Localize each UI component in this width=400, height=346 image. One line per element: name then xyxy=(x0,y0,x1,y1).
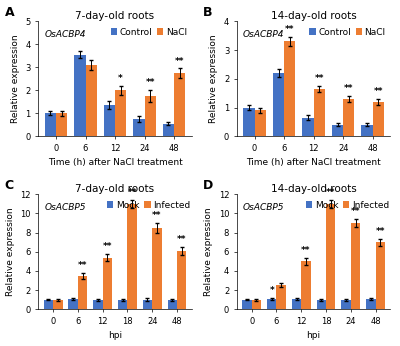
Legend: Mock, Infected: Mock, Infected xyxy=(105,199,192,211)
Legend: Control, NaCl: Control, NaCl xyxy=(109,26,189,38)
Bar xyxy=(292,299,301,309)
Text: B: B xyxy=(203,6,212,19)
Text: A: A xyxy=(4,6,14,19)
Text: OsACBP5: OsACBP5 xyxy=(243,203,284,212)
Bar xyxy=(273,73,284,136)
Text: OsACBP5: OsACBP5 xyxy=(44,203,86,212)
Bar xyxy=(317,300,326,309)
Bar xyxy=(243,108,254,136)
Bar xyxy=(343,99,354,136)
Text: **: ** xyxy=(146,79,155,88)
Text: OsACBP4: OsACBP4 xyxy=(243,30,284,39)
Bar xyxy=(341,300,351,309)
Legend: Mock, Infected: Mock, Infected xyxy=(304,199,391,211)
Text: **: ** xyxy=(351,207,360,216)
Bar xyxy=(128,204,137,309)
Bar xyxy=(118,300,128,309)
Bar xyxy=(301,261,311,309)
Bar xyxy=(362,125,373,136)
X-axis label: hpi: hpi xyxy=(306,331,321,340)
Bar xyxy=(284,42,295,136)
Text: **: ** xyxy=(326,188,336,197)
Bar xyxy=(133,119,144,136)
Bar xyxy=(254,110,266,136)
Bar xyxy=(143,300,152,309)
Text: D: D xyxy=(203,179,213,192)
Bar xyxy=(78,276,87,309)
X-axis label: Time (h) after NaCl treatment: Time (h) after NaCl treatment xyxy=(48,158,182,167)
Title: 7-day-old roots: 7-day-old roots xyxy=(76,10,154,20)
Text: **: ** xyxy=(376,227,385,236)
X-axis label: Time (h) after NaCl treatment: Time (h) after NaCl treatment xyxy=(246,158,381,167)
Bar xyxy=(56,113,67,136)
Bar xyxy=(168,300,177,309)
Bar xyxy=(177,251,186,309)
Bar xyxy=(104,105,115,136)
Text: **: ** xyxy=(314,74,324,83)
Bar xyxy=(332,125,343,136)
Bar xyxy=(314,89,325,136)
Bar xyxy=(276,285,286,309)
Title: 14-day-old roots: 14-day-old roots xyxy=(271,183,356,193)
Text: **: ** xyxy=(301,246,311,255)
X-axis label: hpi: hpi xyxy=(108,331,122,340)
Bar xyxy=(267,299,276,309)
Text: **: ** xyxy=(152,211,162,220)
Text: C: C xyxy=(4,179,14,192)
Bar xyxy=(351,223,360,309)
Title: 14-day-old roots: 14-day-old roots xyxy=(271,10,356,20)
Bar xyxy=(366,299,376,309)
Legend: Control, NaCl: Control, NaCl xyxy=(308,26,388,38)
Text: **: ** xyxy=(344,84,354,93)
Y-axis label: Relative expression: Relative expression xyxy=(11,35,20,123)
Bar xyxy=(144,96,156,136)
Bar xyxy=(74,55,86,136)
Text: **: ** xyxy=(78,261,87,270)
Text: **: ** xyxy=(177,235,186,244)
Bar xyxy=(376,242,385,309)
Bar xyxy=(373,102,384,136)
Bar xyxy=(68,299,78,309)
Bar xyxy=(242,300,252,309)
Text: **: ** xyxy=(103,242,112,251)
Bar xyxy=(103,257,112,309)
Y-axis label: Relative expression: Relative expression xyxy=(209,35,218,123)
Bar xyxy=(45,113,56,136)
Bar xyxy=(302,118,314,136)
Bar xyxy=(86,65,97,136)
Bar xyxy=(53,300,62,309)
Bar xyxy=(152,228,162,309)
Text: **: ** xyxy=(127,188,137,197)
Text: **: ** xyxy=(285,25,294,34)
Text: *: * xyxy=(270,286,274,295)
Text: OsACBP4: OsACBP4 xyxy=(44,30,86,39)
Bar xyxy=(44,300,53,309)
Text: **: ** xyxy=(374,87,383,96)
Title: 7-day-old roots: 7-day-old roots xyxy=(76,183,154,193)
Bar xyxy=(252,300,261,309)
Bar xyxy=(174,73,185,136)
Bar xyxy=(326,204,336,309)
Bar xyxy=(93,300,103,309)
Bar xyxy=(163,124,174,136)
Y-axis label: Relative expression: Relative expression xyxy=(204,208,213,296)
Y-axis label: Relative expression: Relative expression xyxy=(6,208,14,296)
Text: *: * xyxy=(118,74,123,83)
Text: **: ** xyxy=(175,56,184,65)
Bar xyxy=(115,90,126,136)
